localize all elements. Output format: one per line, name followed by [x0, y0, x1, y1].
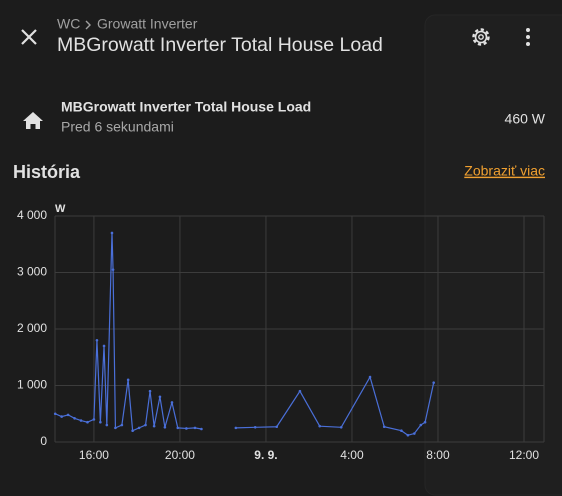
- data-point: [120, 423, 124, 427]
- series-line: [54, 232, 435, 436]
- data-point: [110, 231, 114, 235]
- x-tick-label: 12:00: [509, 448, 539, 462]
- data-point: [92, 418, 96, 421]
- data-point: [382, 425, 386, 429]
- data-point: [170, 401, 174, 404]
- entity-last-changed: Pred 6 sekundami: [61, 119, 174, 135]
- data-point: [79, 419, 83, 422]
- data-point: [275, 425, 279, 429]
- data-point: [193, 426, 197, 430]
- data-point: [60, 415, 63, 418]
- data-point: [73, 416, 76, 420]
- data-point: [419, 423, 423, 427]
- x-tick-label: 20:00: [165, 448, 195, 462]
- close-button[interactable]: [21, 29, 37, 45]
- data-point: [185, 427, 188, 430]
- y-tick-label: 4 000: [17, 208, 47, 222]
- background-card: [424, 14, 562, 496]
- data-point: [148, 389, 152, 393]
- data-point: [423, 420, 427, 424]
- data-point: [152, 424, 156, 428]
- data-point: [102, 344, 106, 348]
- entity-icon: [23, 112, 43, 129]
- more-link[interactable]: Zobraziť viac: [464, 163, 545, 179]
- y-tick-label: 3 000: [17, 265, 47, 279]
- history-title: História: [13, 162, 81, 182]
- breadcrumb-device: Growatt Inverter: [97, 16, 198, 32]
- dialog-title: MBGrowatt Inverter Total House Load: [57, 34, 383, 56]
- y-tick-label: 1 000: [17, 378, 47, 392]
- data-point: [53, 412, 57, 416]
- data-point: [406, 433, 410, 437]
- data-point: [234, 426, 238, 430]
- data-point: [99, 420, 102, 424]
- data-point: [131, 429, 134, 433]
- data-point: [126, 378, 130, 382]
- settings-button[interactable]: [472, 28, 490, 46]
- data-point: [111, 268, 115, 271]
- data-point: [66, 413, 70, 417]
- x-tick-label: 4:00: [340, 448, 364, 462]
- data-point: [368, 375, 372, 379]
- data-point: [298, 389, 302, 393]
- data-point: [318, 424, 322, 428]
- data-point: [114, 426, 117, 430]
- data-point: [144, 423, 147, 427]
- data-point: [339, 426, 343, 429]
- entity-name: MBGrowatt Inverter Total House Load: [61, 99, 311, 115]
- data-point: [105, 423, 109, 427]
- data-point: [176, 426, 180, 430]
- data-point: [163, 426, 167, 429]
- data-point: [86, 420, 89, 424]
- breadcrumb-separator: [85, 20, 91, 30]
- y-tick-label: 2 000: [17, 321, 47, 335]
- y-tick-label: 0: [40, 434, 47, 448]
- menu-button[interactable]: [526, 28, 530, 46]
- entity-state: 460 W: [505, 111, 546, 127]
- data-point: [200, 427, 203, 431]
- data-point: [400, 429, 403, 433]
- data-point: [95, 339, 99, 342]
- x-tick-label: 9. 9.: [254, 448, 277, 462]
- data-point: [137, 426, 141, 430]
- data-point: [432, 381, 435, 384]
- data-point: [158, 395, 162, 399]
- x-tick-label: 16:00: [79, 448, 109, 462]
- data-point: [413, 432, 416, 435]
- x-tick-label: 8:00: [426, 448, 450, 462]
- breadcrumb-area: WC: [57, 16, 80, 32]
- y-axis-unit: W: [55, 203, 66, 215]
- data-point: [253, 426, 257, 429]
